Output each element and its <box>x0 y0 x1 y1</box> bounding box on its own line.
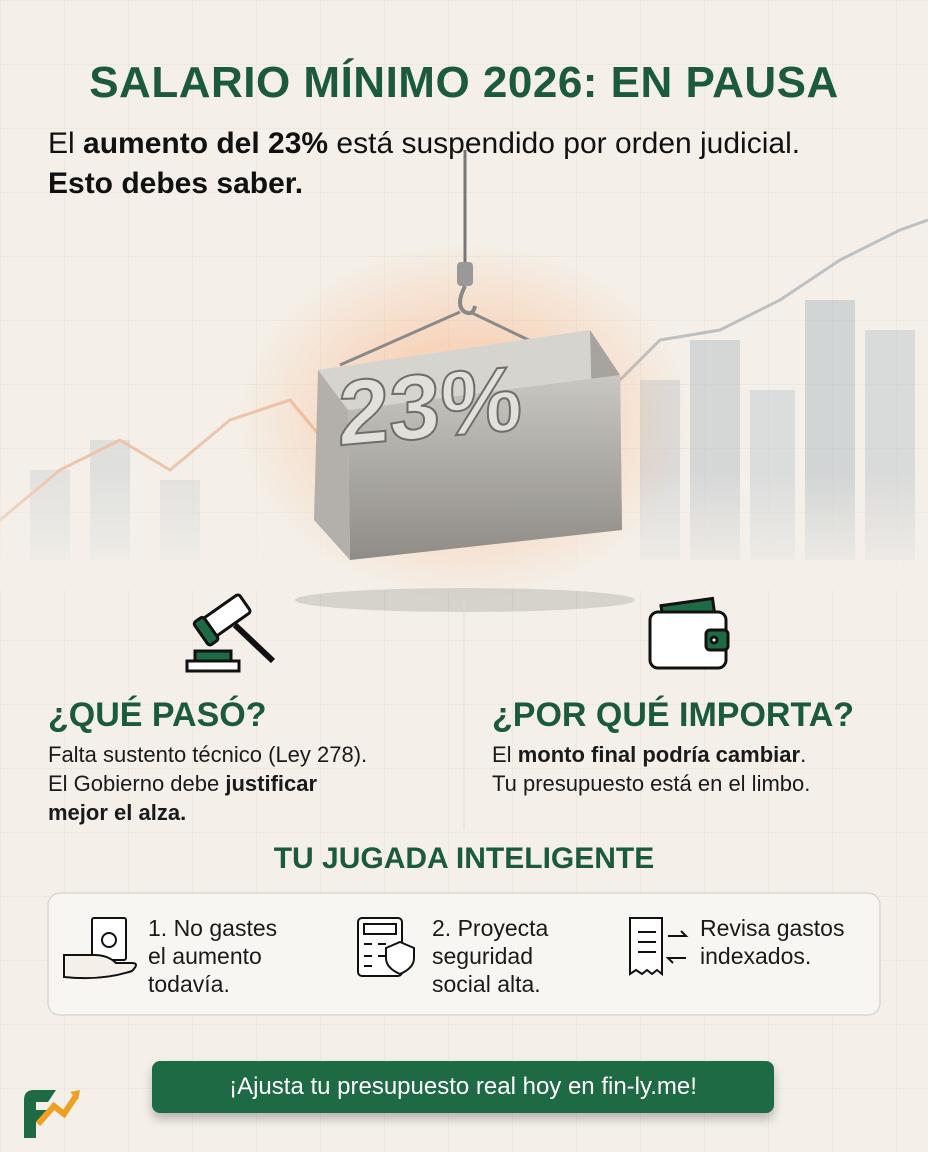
bold-text: monto final podría cambiar <box>517 742 801 767</box>
text-line: El Gobierno debe justificar <box>48 769 367 798</box>
text: El Gobierno debe <box>48 771 226 796</box>
text-line: 2. Proyecta <box>432 914 548 942</box>
section-title: ¿POR QUÉ IMPORTA? <box>492 696 855 734</box>
text: El <box>48 127 84 160</box>
text-line: indexados. <box>700 942 844 970</box>
tip: 2. Proyecta seguridad social alta. <box>432 914 548 998</box>
title: SALARIO MÍNIMO 2026: EN PAUSA <box>89 58 839 107</box>
text: Falta sustento técnico (Ley 278). <box>48 742 368 767</box>
section-body: El monto final podría cambiar. Tu presupu… <box>492 740 810 798</box>
text-line: El aumento del 23% está suspendido por o… <box>48 124 800 164</box>
text: Revisa gastos <box>700 915 845 941</box>
block-label: 23% <box>338 346 522 465</box>
text-line: Falta sustento técnico (Ley 278). <box>48 740 367 769</box>
text-line: seguridad <box>432 942 548 970</box>
cta-button[interactable]: ¡Ajusta tu presupuesto real hoy en fin-l… <box>152 1061 774 1113</box>
text: El <box>492 742 518 767</box>
bold-text: aumento del 23% <box>83 127 329 160</box>
text: todavía. <box>148 971 230 997</box>
tip: Revisa gastos indexados. <box>700 914 844 970</box>
text-line: Esto debes saber. <box>48 164 800 204</box>
tips-title: TU JUGADA INTELIGENTE <box>273 842 655 875</box>
text: 1. No gastes <box>148 915 278 941</box>
text-line: Tu presupuesto está en el limbo. <box>492 769 810 798</box>
text-line: mejor el alza. <box>48 798 367 827</box>
bold-text: justificar <box>225 771 318 796</box>
text: seguridad <box>432 943 534 969</box>
bold-text: Esto debes saber. <box>48 167 304 200</box>
text-line: social alta. <box>432 970 548 998</box>
text: 2. Proyecta <box>432 915 549 941</box>
section-title: ¿QUÉ PASÓ? <box>48 696 267 734</box>
text: indexados. <box>700 943 812 969</box>
text-line: todavía. <box>148 970 277 998</box>
text: social alta. <box>432 971 541 997</box>
text: el aumento <box>148 943 262 969</box>
text-line: Revisa gastos <box>700 914 844 942</box>
bold-text: mejor el alza. <box>48 800 187 825</box>
text-line: el aumento <box>148 942 277 970</box>
text: Tu presupuesto está en el limbo. <box>492 771 811 796</box>
text-line: El monto final podría cambiar. <box>492 740 810 769</box>
section-body: Falta sustento técnico (Ley 278). El Gobi… <box>48 740 367 827</box>
text: . <box>800 742 807 767</box>
text-line: 1. No gastes <box>148 914 277 942</box>
text: está suspendido por orden judicial. <box>328 127 801 160</box>
tip: 1. No gastes el aumento todavía. <box>148 914 277 998</box>
subtitle: El aumento del 23% está suspendido por o… <box>48 124 800 204</box>
